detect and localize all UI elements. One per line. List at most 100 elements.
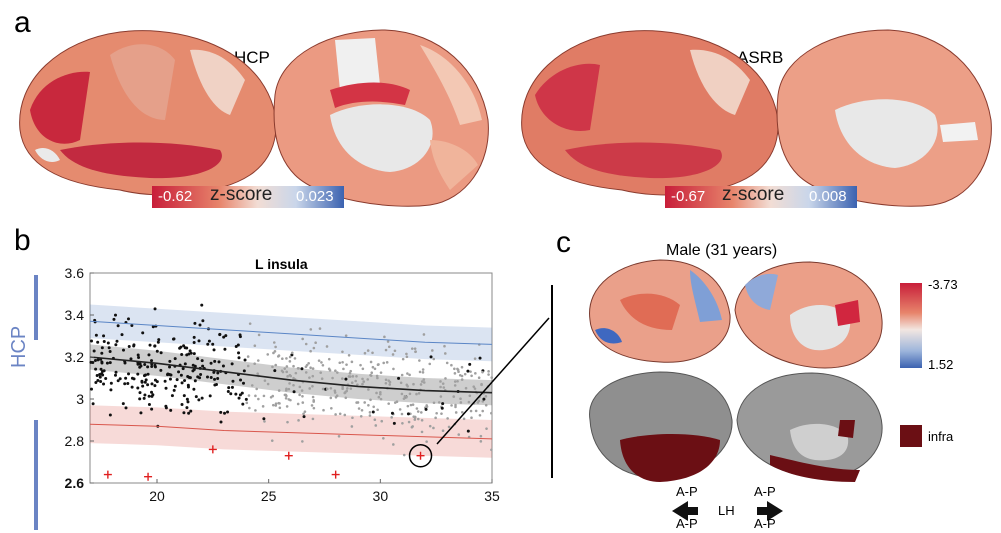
scatter-point [309,328,313,331]
scatter-point [286,375,289,378]
scatter-point [200,359,204,363]
scatter-point [263,379,267,382]
scatter-point [181,367,185,371]
scatter-point [285,357,288,360]
scatter-point [343,391,347,395]
scatter-point [118,377,122,381]
scatter-point [168,372,172,376]
hcp-colorbar [152,186,344,208]
scatter-point [473,387,477,390]
scatter-point [250,384,254,387]
scatter-point [484,403,488,407]
scatter-point [408,373,411,377]
scatter-point [388,380,392,384]
scatter-point [334,413,337,416]
scatter-point [168,359,172,363]
scatter-point [401,421,404,425]
scatter-point [405,383,409,387]
scatter-point [343,413,347,417]
scatter-point [239,378,243,382]
scatter-point [327,357,331,361]
scatter-point [216,376,220,380]
left-arrow-icon [672,501,698,521]
scatter-point [453,367,456,371]
scatter-point [246,364,250,368]
scatter-point [175,378,179,382]
scatter-point [302,412,305,416]
scatter-point [445,361,449,365]
scatter-point [398,408,402,411]
scatter-point [318,327,322,330]
scatter-point [482,397,486,401]
scatter-point [108,350,112,354]
scatter-point [357,407,361,410]
scatter-point [274,345,277,349]
scatter-point [453,372,457,375]
scatter-point [379,390,382,394]
hcp-side-bar-top [34,275,38,340]
scatter-point [271,403,275,407]
scatter-point [490,448,493,452]
scatter-point [347,353,351,357]
scatter-point [116,379,120,383]
scatter-point [329,386,333,390]
subject-colorbar-top: -3.73 [928,277,958,292]
scatter-point [188,349,192,353]
orient-left-top: A-P [676,484,698,499]
scatter-point [123,382,127,386]
scatter-point [367,403,370,407]
scatter-point [157,338,161,342]
scatter-point [150,390,154,394]
scatter-point [341,377,344,380]
scatter-point [372,405,375,409]
scatter-point [163,379,167,383]
scatter-point [183,346,187,350]
scatter-point [300,367,304,371]
scatter-point [99,367,103,371]
y-tick-label: 3.6 [65,265,85,281]
scatter-point [349,369,353,373]
scatter-point [94,380,98,384]
scatter-point [467,400,471,404]
x-tick-label: 25 [261,488,277,504]
scatter-point [192,352,196,356]
scatter-point [257,397,260,401]
scatter-point [150,382,154,386]
scatter-point [411,403,415,406]
scatter-point [206,342,210,346]
scatter-point [301,440,304,443]
infra-label: infra [928,429,954,444]
scatter-point [270,439,274,442]
scatter-point [370,371,374,374]
scatter-point [205,375,209,379]
scatter-point [146,372,150,376]
scatter-point [297,419,300,422]
scatter-point [462,417,466,421]
curve-median [89,356,493,394]
scatter-point [277,389,281,392]
scatter-point [147,394,151,398]
scatter-point [183,379,187,383]
scatter-point [346,387,349,390]
scatter-point [368,414,372,417]
scatter-point [256,372,259,376]
scatter-point [273,369,277,373]
scatter-point [213,383,217,387]
scatter-point [274,363,278,367]
scatter-point [153,363,157,367]
scatter-point [420,411,423,414]
y-tick-label: 3.4 [65,307,85,323]
scatter-point [200,303,204,307]
scatter-point [114,343,118,347]
scatter-point [470,374,473,378]
scatter-point [238,333,242,337]
scatter-point [349,387,353,390]
scatter-point [262,417,266,421]
scatter-point [443,352,447,355]
scatter-point [302,415,306,419]
infra-swatch [900,425,922,447]
scatter-point [168,377,172,381]
scatter-point [255,387,258,391]
hcp-side-bar-bottom [34,420,38,530]
scatter-point [201,319,205,323]
